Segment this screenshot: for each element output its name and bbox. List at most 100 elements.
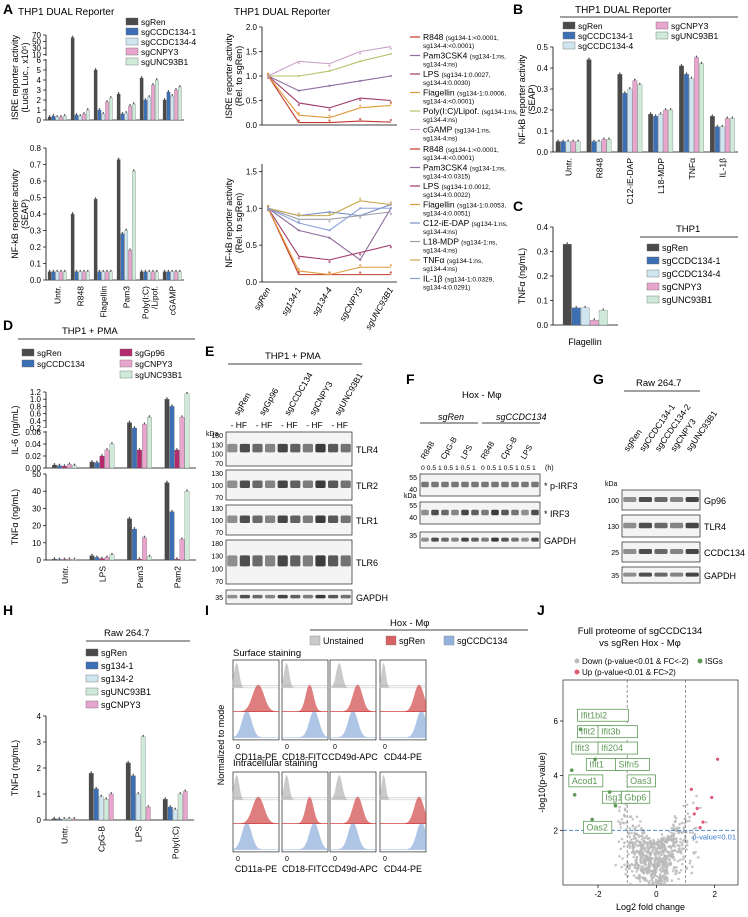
blot-band	[461, 537, 469, 542]
data-point	[167, 269, 170, 272]
data-point	[83, 112, 85, 114]
bar	[598, 310, 608, 326]
y-tick-label: 0.04	[25, 440, 41, 449]
data-point	[90, 771, 92, 773]
y-tick-label: 0.3	[537, 248, 549, 257]
bar	[59, 271, 63, 281]
bar	[66, 818, 72, 821]
time-unit: (h)	[545, 465, 554, 472]
isg-label-box	[597, 725, 638, 739]
data-point	[685, 72, 688, 75]
legend-label: sgCCDC134-4	[141, 37, 197, 47]
blot-label: GAPDH	[356, 593, 388, 603]
histogram	[232, 822, 279, 850]
lane-hf-label: - HF	[256, 420, 273, 430]
protein-point	[653, 857, 657, 860]
y-tick-label: 0.5	[246, 97, 258, 106]
legend-swatch	[125, 47, 139, 56]
data-point	[577, 139, 579, 142]
y-tick-label: 1.5	[246, 48, 258, 57]
bar	[142, 424, 147, 469]
bar	[580, 307, 590, 326]
bar	[124, 230, 129, 281]
panel-letter-e: E	[205, 343, 214, 359]
y-tick-label: 0.1	[537, 127, 549, 136]
protein-point	[683, 837, 687, 841]
data-point	[138, 557, 141, 559]
data-point	[94, 197, 97, 199]
protein-point	[655, 842, 659, 846]
data-point	[669, 108, 672, 110]
kda-marker: 100	[211, 566, 223, 573]
y-tick-label: 2.0	[246, 23, 258, 32]
x-tick-label: sgUNC93B1	[363, 285, 395, 331]
protein-point	[640, 870, 644, 873]
isg-label-box	[620, 790, 651, 804]
bar	[164, 399, 170, 469]
blot-band	[471, 481, 479, 488]
bar	[170, 271, 175, 281]
blot-band	[531, 537, 539, 542]
blot-label: TLR6	[356, 558, 378, 568]
blot-band	[328, 594, 339, 599]
protein-point	[659, 859, 663, 862]
data-point	[64, 114, 66, 116]
panel-a-title-left: THP1 DUAL Reporter	[18, 7, 115, 18]
y-tick-label: 0.3	[537, 85, 549, 94]
kda-marker: 70	[215, 579, 223, 586]
bar	[709, 116, 715, 153]
protein-point	[635, 833, 639, 836]
bar	[139, 77, 144, 121]
bar	[589, 319, 599, 326]
protein-point	[668, 850, 671, 854]
axis-zero: 0	[383, 744, 387, 751]
protein-point	[628, 882, 632, 886]
x-tick-label: LPS	[97, 566, 107, 582]
protein-point	[692, 851, 695, 855]
protein-point	[635, 815, 639, 819]
protein-point	[678, 822, 681, 826]
bar	[162, 271, 167, 281]
bar	[139, 271, 144, 281]
legend-label: sgCCDC134-1	[141, 27, 197, 37]
data-point	[71, 212, 74, 214]
x-tick-label: sg134-4	[310, 285, 334, 317]
bar	[155, 271, 159, 281]
legend-label: sgGp96	[135, 348, 165, 358]
bar	[169, 406, 175, 469]
legend-dot	[574, 669, 580, 675]
axis-break	[42, 428, 50, 431]
protein-point	[624, 867, 628, 871]
y-tick-label: 1.2	[30, 388, 42, 397]
time-labels: 0 0.5 1 0.5 1 0.5 1	[421, 465, 476, 472]
protein-point	[642, 839, 646, 843]
bar	[99, 558, 105, 561]
protein-point	[663, 872, 667, 876]
bar	[729, 118, 735, 153]
legend-stat-2: sg134-4:<0.0001)	[423, 155, 474, 162]
kda-marker: 55	[409, 503, 417, 510]
histogram	[282, 822, 329, 850]
protein-point	[685, 843, 689, 847]
legend-label: sgRen	[578, 21, 603, 31]
isg-point	[569, 768, 574, 772]
protein-point	[637, 840, 640, 844]
axis-break	[42, 56, 50, 59]
protein-point	[671, 852, 674, 856]
axis-zero: 0	[236, 744, 240, 751]
data-point	[56, 115, 58, 117]
data-point	[152, 83, 154, 85]
protein-point	[690, 865, 694, 868]
blot-band	[481, 509, 489, 516]
blot-band	[302, 594, 313, 599]
data-point	[179, 792, 181, 794]
legend-label: sgRen	[399, 636, 425, 646]
protein-point	[653, 845, 656, 849]
blot-band	[421, 537, 429, 542]
protein-point	[619, 847, 623, 851]
marker-label: CD49d-APC	[328, 752, 378, 762]
protein-point	[655, 849, 659, 853]
protein-point	[683, 835, 687, 838]
data-point	[566, 242, 568, 244]
